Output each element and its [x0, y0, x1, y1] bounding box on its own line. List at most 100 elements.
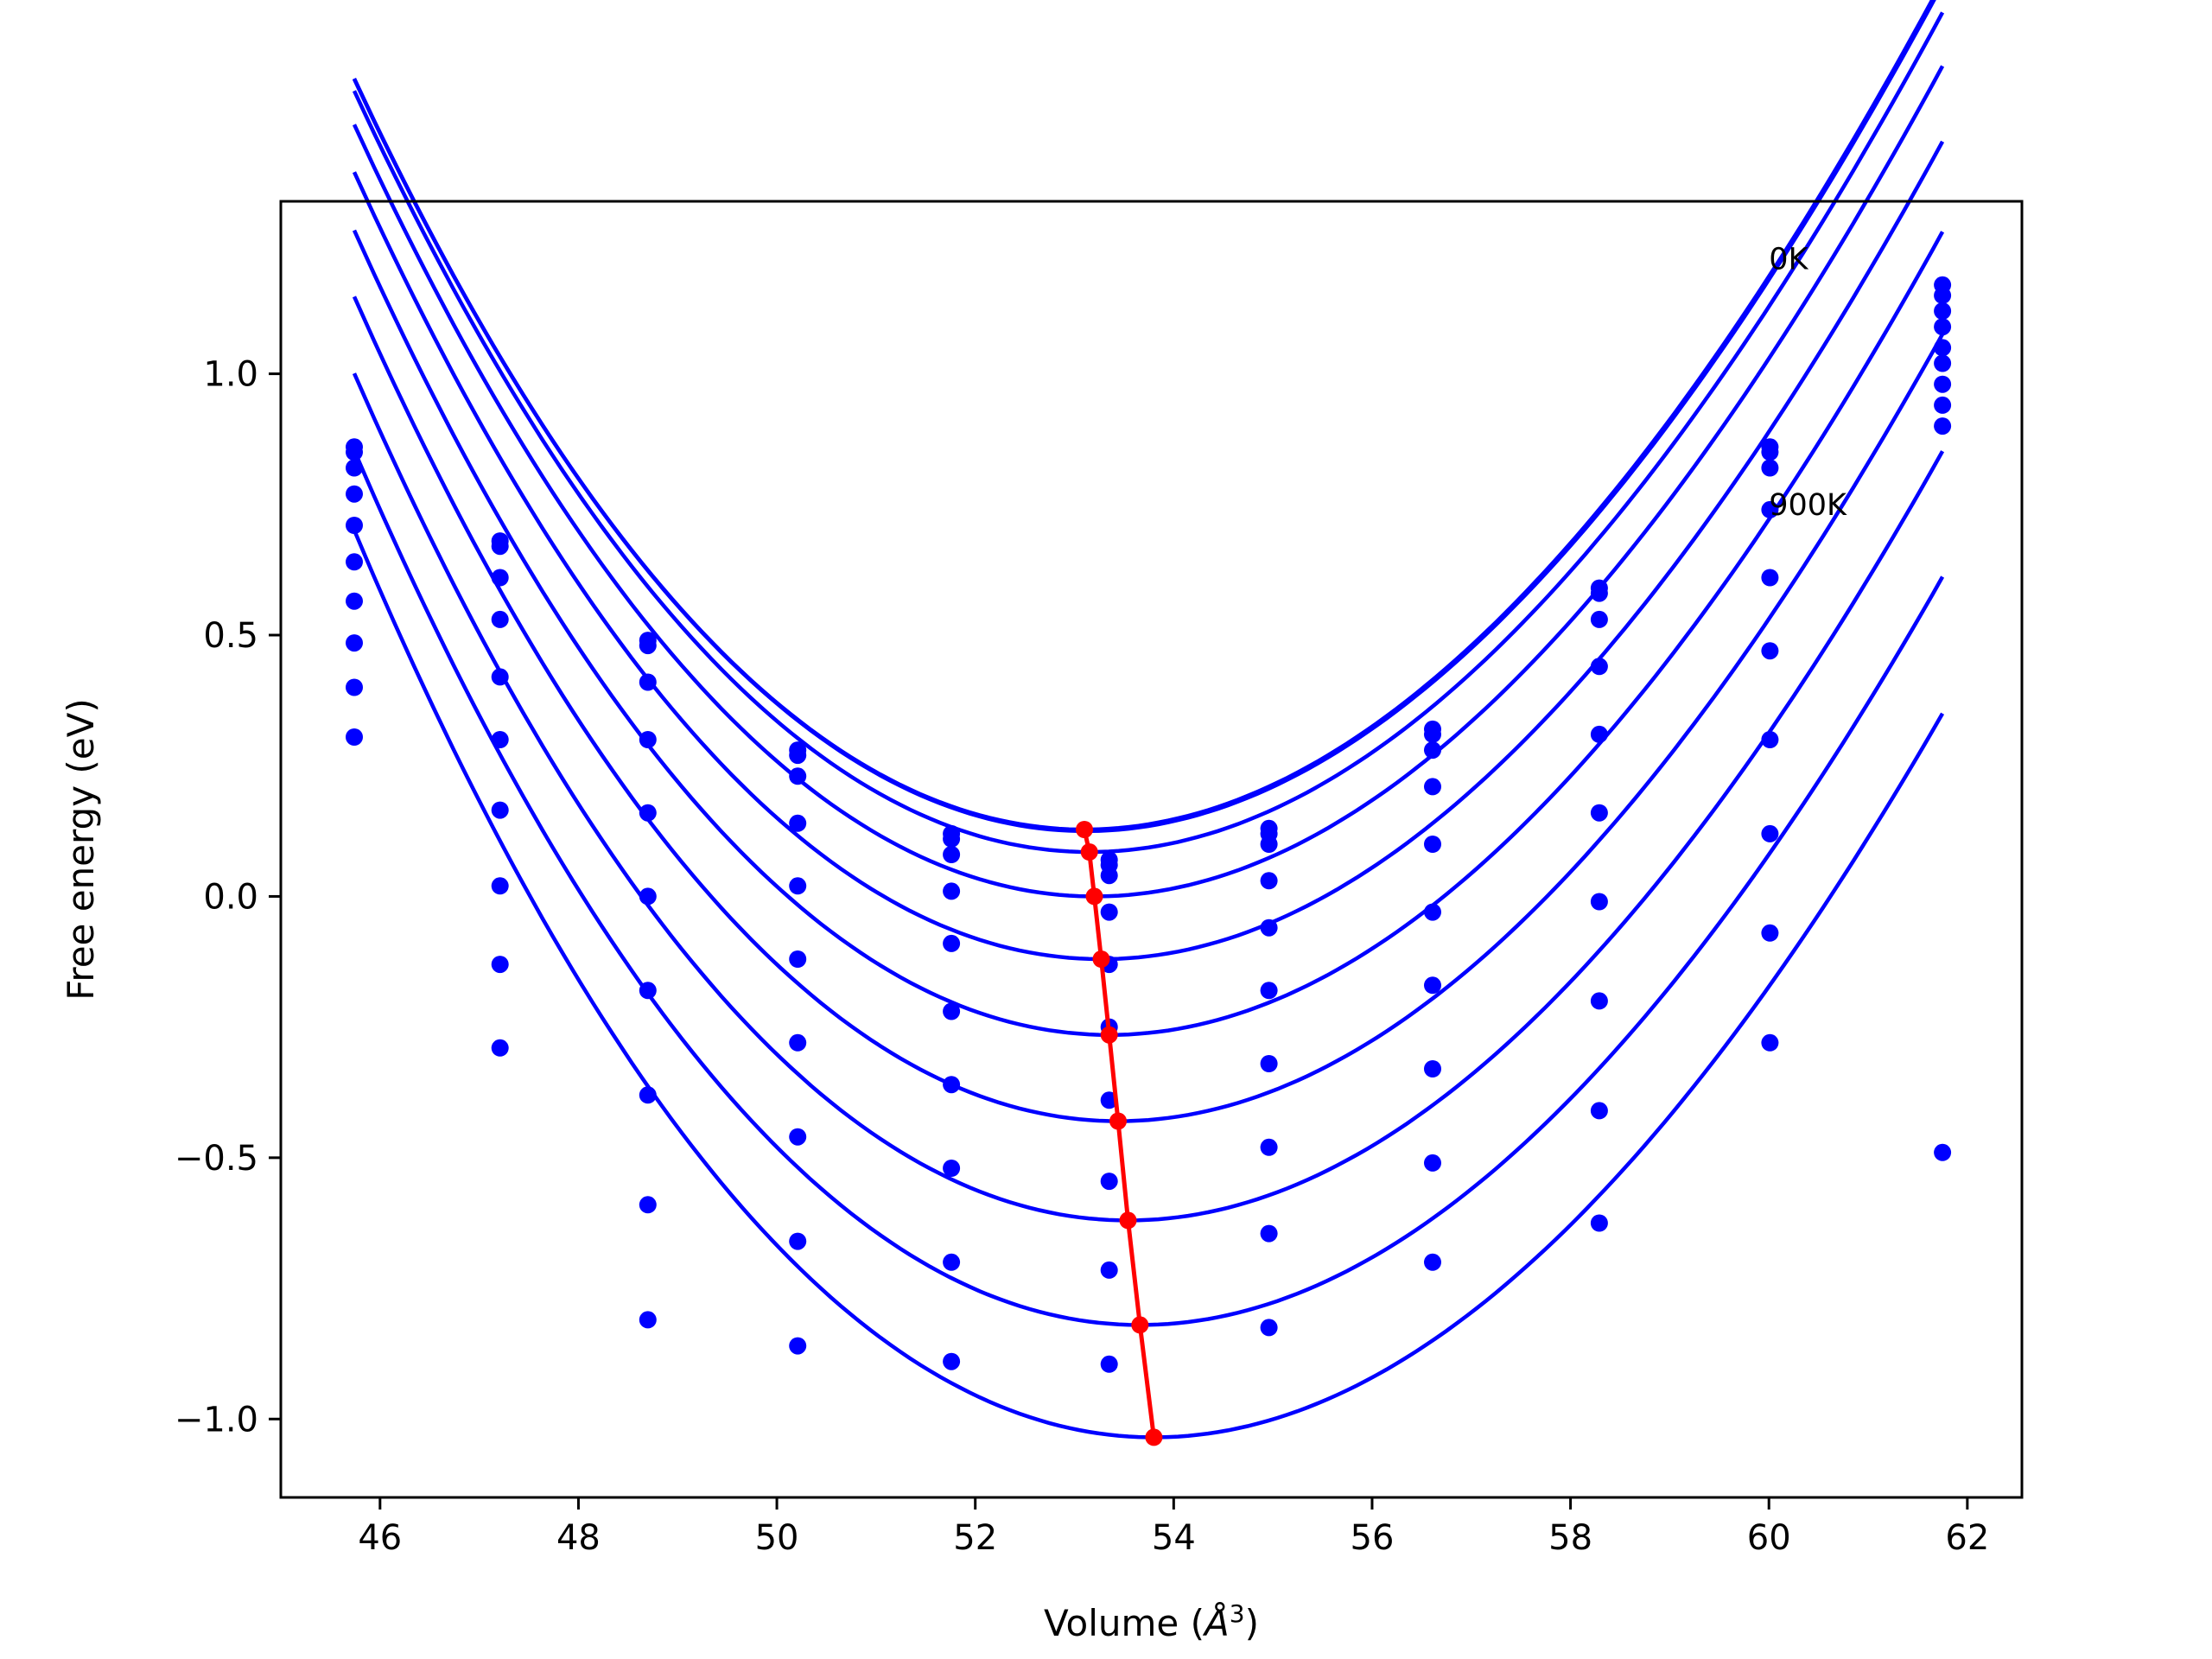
- data-point-6-8: [1590, 893, 1608, 911]
- x-tick-label-2: 50: [755, 1518, 799, 1558]
- annotations: 0K 900K: [1769, 243, 1847, 523]
- data-point-5-6: [1260, 982, 1278, 1000]
- data-point-8-4: [943, 1253, 961, 1271]
- data-point-9-10: [1934, 1143, 1952, 1161]
- data-point-3-6: [1260, 872, 1278, 890]
- data-point-9-0: [346, 728, 363, 746]
- y-axis-ticks: −1.0 −0.5 0.0 0.5 1.0: [175, 355, 281, 1440]
- data-point-2-7: [1424, 741, 1441, 760]
- data-point-7-5: [1100, 1173, 1118, 1191]
- annotation-1: 900K: [1769, 488, 1847, 523]
- data-point-7-3: [789, 1128, 807, 1146]
- y-tick-label-3: 0.5: [203, 616, 258, 656]
- data-point-4-0: [346, 517, 363, 534]
- data-point-7-1: [491, 877, 509, 895]
- data-point-5-8: [1590, 804, 1608, 822]
- y-tick-label-0: −1.0: [175, 1400, 258, 1440]
- minimum-point-6: [1119, 1211, 1137, 1230]
- data-point-8-5: [1100, 1261, 1118, 1279]
- data-point-5-1: [491, 731, 509, 748]
- x-axis-label: Volume (Å3): [1044, 1599, 1259, 1645]
- data-point-7-9: [1761, 824, 1779, 842]
- data-point-4-6: [1260, 918, 1278, 937]
- minimum-point-1: [1080, 843, 1098, 861]
- fit-curve-5: [352, 229, 1945, 1037]
- data-point-3-2: [639, 731, 657, 748]
- data-point-8-6: [1260, 1224, 1278, 1243]
- x-tick-label-3: 52: [953, 1518, 997, 1558]
- data-point-4-3: [789, 877, 807, 895]
- data-point-5-7: [1424, 903, 1441, 921]
- data-point-2-9: [1761, 459, 1779, 477]
- data-point-9-5: [1100, 1355, 1118, 1373]
- data-point-8-9: [1761, 924, 1779, 942]
- minimum-point-5: [1109, 1112, 1127, 1130]
- data-point-3-10: [1934, 318, 1952, 336]
- data-point-2-10: [1934, 302, 1952, 320]
- data-point-1-4: [943, 830, 961, 848]
- data-point-7-0: [346, 634, 363, 652]
- data-point-9-7: [1424, 1253, 1441, 1271]
- data-point-2-6: [1260, 836, 1278, 853]
- data-point-3-7: [1424, 778, 1441, 796]
- data-point-8-2: [639, 1196, 657, 1214]
- minimum-point-3: [1092, 950, 1110, 968]
- data-point-9-9: [1761, 1033, 1779, 1052]
- minimum-point-0: [1076, 821, 1093, 838]
- data-point-4-9: [1761, 569, 1779, 587]
- data-point-3-5: [1100, 903, 1118, 921]
- data-point-6-9: [1761, 731, 1779, 748]
- data-point-2-2: [639, 673, 657, 691]
- data-point-2-3: [789, 767, 807, 785]
- data-point-8-8: [1590, 1102, 1608, 1120]
- y-tick-label-2: 0.0: [203, 877, 258, 917]
- data-point-9-6: [1260, 1319, 1278, 1337]
- data-point-5-3: [789, 950, 807, 968]
- data-point-3-3: [789, 814, 807, 832]
- minimum-point-7: [1131, 1316, 1149, 1334]
- data-point-4-10: [1934, 339, 1952, 357]
- data-point-1-8: [1590, 584, 1608, 602]
- x-tick-label-0: 46: [358, 1518, 402, 1558]
- data-point-1-1: [491, 537, 509, 556]
- data-point-4-4: [943, 934, 961, 952]
- data-point-4-2: [639, 804, 657, 822]
- data-point-5-2: [639, 887, 657, 906]
- data-point-5-9: [1761, 642, 1779, 660]
- data-point-1-2: [639, 637, 657, 655]
- data-point-9-1: [491, 1039, 509, 1057]
- data-point-6-2: [639, 982, 657, 1000]
- data-point-1-3: [789, 747, 807, 765]
- data-point-6-7: [1424, 976, 1441, 995]
- x-tick-label-7: 60: [1747, 1518, 1791, 1558]
- data-point-7-10: [1934, 396, 1952, 414]
- minimum-point-2: [1085, 887, 1103, 906]
- data-point-5-0: [346, 553, 363, 571]
- data-point-9-8: [1590, 1214, 1608, 1232]
- x-tick-label-1: 48: [556, 1518, 601, 1558]
- data-point-6-4: [943, 1076, 961, 1094]
- data-point-8-7: [1424, 1154, 1441, 1172]
- plot-frame: [279, 200, 2024, 1499]
- data-point-1-7: [1424, 725, 1441, 743]
- fit-curve-7: [352, 372, 1945, 1223]
- data-point-8-3: [789, 1232, 807, 1250]
- data-point-9-2: [639, 1311, 657, 1329]
- fit-curve-3: [352, 65, 1945, 899]
- data-point-7-6: [1260, 1138, 1278, 1156]
- fit-curve-1: [352, 0, 1936, 834]
- data-point-8-10: [1934, 417, 1952, 435]
- x-tick-label-5: 56: [1351, 1518, 1395, 1558]
- data-point-4-7: [1424, 836, 1441, 853]
- data-point-2-1: [491, 569, 509, 587]
- data-point-2-4: [943, 846, 961, 863]
- data-point-3-1: [491, 610, 509, 628]
- fit-curve-4: [352, 140, 1945, 962]
- data-point-8-1: [491, 956, 509, 974]
- x-tick-label-6: 58: [1548, 1518, 1592, 1558]
- data-point-6-1: [491, 801, 509, 819]
- data-point-8-0: [346, 678, 363, 696]
- data-point-6-6: [1260, 1055, 1278, 1072]
- data-point-6-3: [789, 1033, 807, 1052]
- minimum-point-8: [1145, 1428, 1163, 1446]
